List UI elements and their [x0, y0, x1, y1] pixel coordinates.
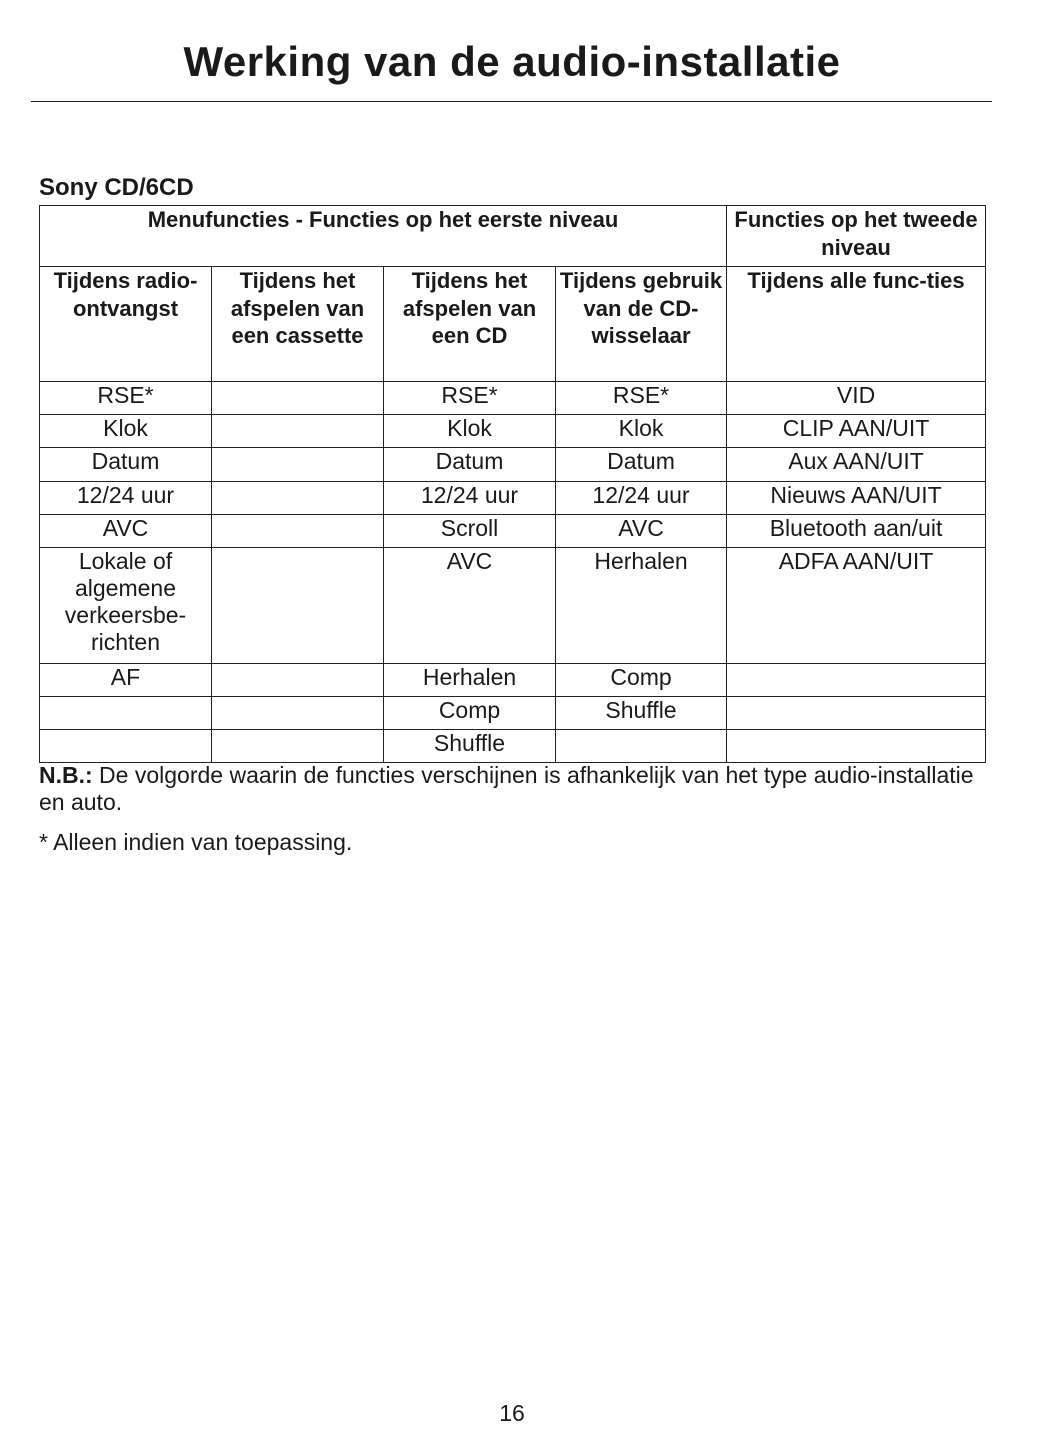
table-cell	[39, 696, 212, 730]
column-header: Tijdens gebruik van de CD-wisselaar	[554, 266, 728, 382]
table-cell: Scroll	[383, 514, 556, 548]
table-cell: 12/24 uur	[383, 481, 556, 515]
footnote: * Alleen indien van toepassing.	[39, 829, 353, 855]
table-cell	[211, 381, 384, 415]
table-cell	[211, 414, 384, 448]
table-cell	[211, 447, 384, 482]
table-cell	[211, 514, 384, 548]
table-cell	[211, 729, 384, 763]
header-row-level: Menufuncties - Functies op het eerste ni…	[38, 205, 987, 267]
table-row: 12/24 uur 12/24 uur 12/24 uur Nieuws AAN/UI…	[39, 481, 987, 515]
note-label: N.B.:	[39, 762, 93, 788]
header-cell: Functies op het tweede niveau	[726, 205, 987, 267]
title-divider	[31, 101, 992, 102]
note-text: De volgorde waarin de functies verschijn…	[39, 762, 974, 815]
table-cell: Datum	[39, 447, 212, 482]
table-cell: Klok	[554, 414, 728, 448]
table-cell: 12/24 uur	[39, 481, 212, 515]
table-cell	[211, 481, 384, 515]
table-row: Lokale of algemene verkeersbe-richten AVC…	[39, 547, 987, 664]
table-cell: Datum	[383, 447, 556, 482]
table-cell: Lokale of algemene verkeersbe-richten	[39, 547, 212, 664]
column-header: Tijdens het afspelen van een cassette	[211, 266, 384, 382]
table-cell	[726, 696, 987, 730]
table-cell: RSE*	[554, 381, 728, 415]
table-cell: Comp	[554, 663, 728, 697]
table-cell	[554, 729, 728, 763]
table-row: Klok Klok Klok CLIP AAN/UIT	[39, 414, 987, 448]
table-cell: Herhalen	[383, 663, 556, 697]
menu-functions-table: Menufuncties - Functies op het eerste ni…	[38, 205, 987, 763]
table-cell	[39, 729, 212, 763]
table-cell: AVC	[383, 547, 556, 664]
table-cell: AVC	[554, 514, 728, 548]
table-cell: RSE*	[383, 381, 556, 415]
table-cell: Comp	[383, 696, 556, 730]
table-cell: Bluetooth aan/uit	[726, 514, 987, 548]
page-number: 16	[499, 1400, 525, 1426]
table-cell: AF	[39, 663, 212, 697]
header-row-mode: Tijdens radio-ontvangst Tijdens het afspe…	[39, 266, 987, 382]
table-row: AF Herhalen Comp	[39, 663, 987, 697]
table-cell: Klok	[383, 414, 556, 448]
table-cell: Shuffle	[383, 729, 556, 763]
table-cell	[211, 663, 384, 697]
table-cell	[211, 547, 384, 664]
column-header: Tijdens het afspelen van een CD	[383, 266, 556, 382]
header-cell: Menufuncties - Functies op het eerste ni…	[38, 205, 728, 267]
table-row: Comp Shuffle	[39, 696, 987, 730]
table-row: RSE* RSE* RSE* VID	[39, 381, 987, 415]
table-cell: AVC	[39, 514, 212, 548]
section-heading: Sony CD/6CD	[39, 174, 194, 201]
table-cell: 12/24 uur	[554, 481, 728, 515]
column-header: Tijdens alle func-ties	[726, 266, 987, 382]
table-row: AVC Scroll AVC Bluetooth aan/uit	[39, 514, 987, 548]
table-row: Shuffle	[39, 729, 987, 763]
table-cell: Aux AAN/UIT	[726, 447, 987, 482]
table-cell: CLIP AAN/UIT	[726, 414, 987, 448]
table-cell: ADFA AAN/UIT	[726, 547, 987, 664]
table-row: Datum Datum Datum Aux AAN/UIT	[39, 447, 987, 482]
table-cell: Shuffle	[554, 696, 728, 730]
table-cell	[726, 663, 987, 697]
column-header: Tijdens radio-ontvangst	[39, 266, 212, 382]
table-cell	[211, 696, 384, 730]
page-title: Werking van de audio-installatie	[183, 38, 841, 85]
table-cell: Herhalen	[554, 547, 728, 664]
table-cell: RSE*	[39, 381, 212, 415]
note: N.B.: De volgorde waarin de functies ver…	[39, 762, 999, 816]
table-cell: Nieuws AAN/UIT	[726, 481, 987, 515]
table-cell: Klok	[39, 414, 212, 448]
table-cell: Datum	[554, 447, 728, 482]
table-cell: VID	[726, 381, 987, 415]
table-cell	[726, 729, 987, 763]
